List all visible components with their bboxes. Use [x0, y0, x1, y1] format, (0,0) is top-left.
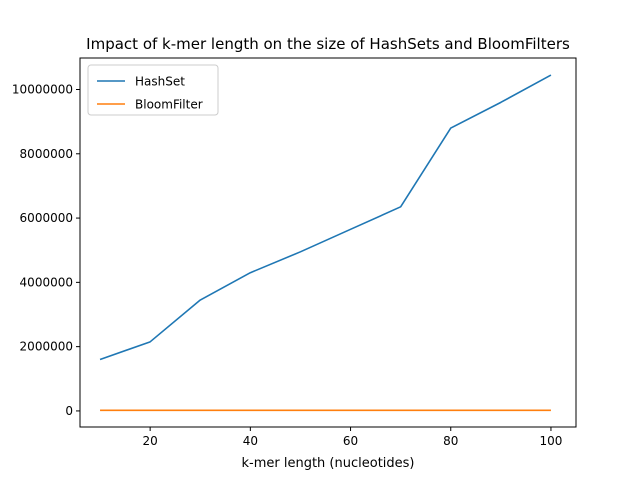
x-tick-label: 60	[343, 434, 358, 448]
legend-label-hashset: HashSet	[135, 75, 185, 89]
y-tick-label: 0	[65, 404, 73, 418]
x-tick-label: 20	[143, 434, 158, 448]
plot-area: 20 40 60 80 100 0 2000000 4000000 6000000 8000000…	[12, 57, 577, 448]
y-tick-label: 10000000	[12, 83, 73, 97]
x-tick-label: 80	[443, 434, 458, 448]
x-axis-label: k-mer length (nucleotides)	[242, 456, 415, 471]
x-tick-label: 100	[539, 434, 562, 448]
axes-frame	[79, 57, 577, 428]
y-tick-label: 2000000	[20, 340, 73, 354]
series-line-hashset	[99, 74, 552, 361]
y-tick-label: 8000000	[20, 147, 73, 161]
chart-title: Impact of k-mer length on the size of Ha…	[86, 35, 570, 53]
y-tick-label: 4000000	[20, 275, 73, 289]
y-tick-label: 6000000	[20, 211, 73, 225]
x-tick-label: 40	[243, 434, 258, 448]
legend-box	[87, 64, 219, 116]
legend-label-bloomfilter: BloomFilter	[135, 98, 203, 112]
